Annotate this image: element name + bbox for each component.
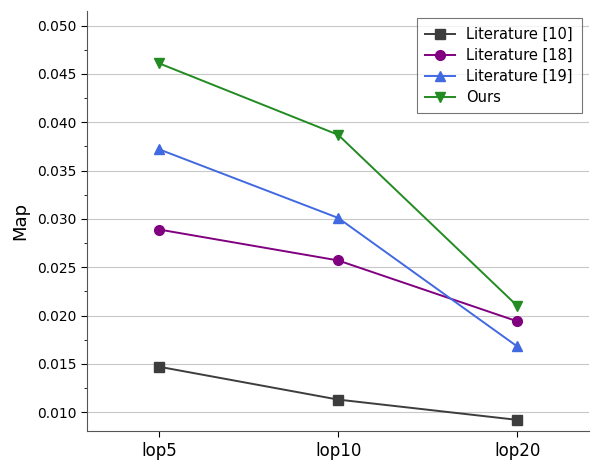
Line: Ours: Ours (154, 58, 522, 311)
Literature [19] (155, 146, 163, 152)
Literature [18] (155, 227, 163, 232)
Ours (514, 303, 521, 309)
Y-axis label: Map: Map (11, 202, 29, 240)
Line: Literature [19]: Literature [19] (154, 145, 522, 351)
Literature [19] (514, 344, 521, 349)
Ours (335, 132, 342, 138)
Line: Literature [10]: Literature [10] (154, 362, 522, 425)
Literature [10] (155, 364, 163, 370)
Ours (155, 60, 163, 66)
Literature [18] (335, 258, 342, 263)
Literature [10] (335, 397, 342, 402)
Literature [10] (514, 417, 521, 422)
Legend: Literature [10], Literature [18], Literature [19], Ours: Literature [10], Literature [18], Litera… (416, 18, 581, 114)
Literature [18] (514, 318, 521, 324)
Literature [19] (335, 215, 342, 221)
Line: Literature [18]: Literature [18] (154, 225, 522, 326)
